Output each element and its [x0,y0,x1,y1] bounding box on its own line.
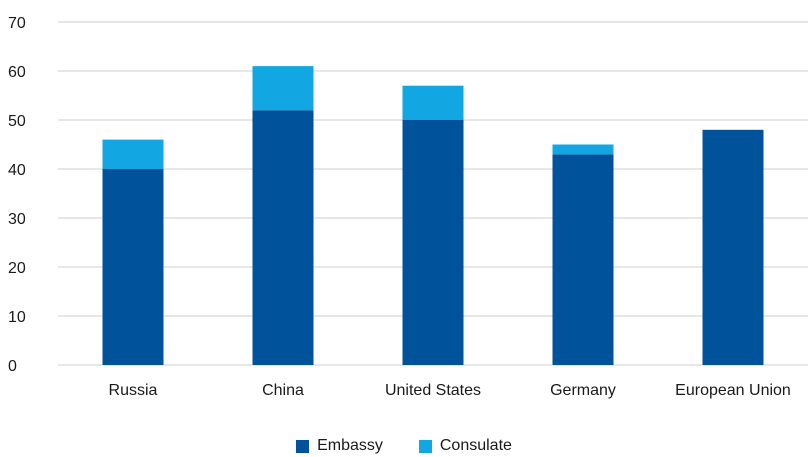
y-tick-label-0: 0 [8,358,17,375]
legend-item-embassy: Embassy [296,437,383,455]
bar-embassy-germany [552,154,614,365]
x-tick-label-germany: Germany [550,382,616,399]
bar-consulate-germany [552,144,614,155]
y-tick-label-70: 70 [8,15,26,32]
bar-embassy-european-union [702,129,764,365]
bar-consulate-china [252,66,314,111]
bar-embassy-united-states [402,120,464,365]
bar-embassy-china [252,110,314,365]
x-tick-label-china: China [262,382,304,399]
y-tick-label-30: 30 [8,211,26,228]
y-tick-label-10: 10 [8,309,26,326]
legend-swatch-embassy [296,439,310,453]
y-tick-label-60: 60 [8,64,26,81]
y-tick-label-40: 40 [8,162,26,179]
legend-item-consulate: Consulate [418,437,512,455]
bar-consulate-united-states [402,85,464,120]
x-tick-label-united-states: United States [385,382,481,399]
legend-swatch-consulate [418,439,432,453]
plot-area: 0 10 20 30 40 50 60 70 Russia China United States G… [8,15,808,399]
bar-embassy-russia [102,169,164,365]
x-tick-label-russia: Russia [109,382,158,399]
bar-consulate-russia [102,139,164,169]
legend-label-consulate: Consulate [439,437,512,454]
y-tick-label-20: 20 [8,260,26,277]
x-tick-label-european-union: European Union [675,382,791,399]
legend: Embassy Consulate [0,437,808,455]
legend-label-embassy: Embassy [317,437,383,454]
y-tick-label-50: 50 [8,113,26,130]
